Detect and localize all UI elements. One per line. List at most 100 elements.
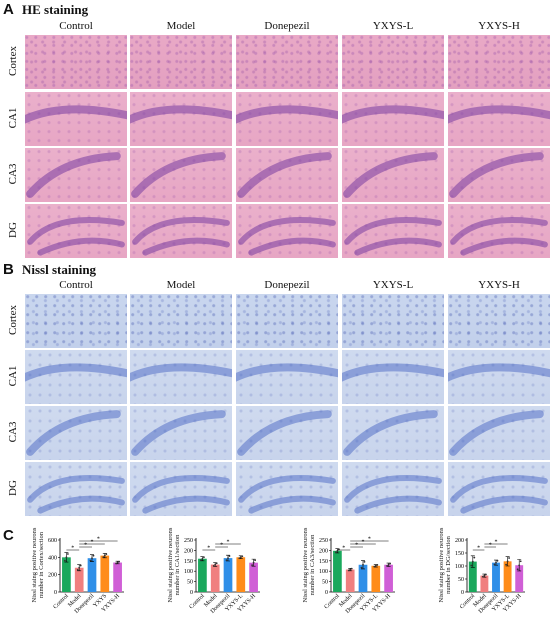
data-point [116,561,119,564]
significance-marker: * [97,537,100,543]
data-point [102,556,105,559]
data-point [241,555,244,558]
data-point [251,564,254,567]
he-micrograph [25,92,127,146]
data-point [485,573,487,576]
x-category-label: Control [53,593,70,610]
chart-y-axis-label: Nissl staing positive neurons number in … [31,527,45,603]
chart-y-axis-label: Nissl staing positive neurons number in … [438,527,452,603]
error-bar [238,555,243,560]
data-point [201,557,204,560]
nissl-column-label: YXYS-H [478,279,520,291]
significance-marker: * [227,540,230,546]
bar [503,561,512,592]
data-point [495,561,497,564]
nissl-micrograph [25,406,127,460]
y-tick-label: 200 [48,573,57,579]
error-bar [251,558,256,567]
significance-marker: * [342,546,345,552]
bar [468,561,477,592]
he-micrograph [236,92,338,146]
data-point [350,567,353,570]
x-category-label: Donepezil [210,593,232,615]
data-point [519,560,522,563]
x-category-label: Control [324,593,341,610]
nissl-micrograph [448,350,550,404]
x-category-label: YXYS-H [372,593,393,614]
nissl-micrograph [25,350,127,404]
error-bar [482,573,487,578]
chart-y-axis-label: Nissl staing positive neurons number in … [302,527,316,603]
data-point [505,563,507,566]
he-micrograph [236,148,338,202]
data-point [482,575,484,578]
y-tick-label: 0 [190,590,193,596]
y-tick-label: 150 [319,559,328,565]
data-point [506,560,509,563]
significance-marker: * [84,543,87,549]
he-micrograph [342,204,444,258]
y-tick-label: 400 [48,555,57,561]
x-category-label: Control [189,593,206,610]
y-tick-label: 200 [319,548,328,554]
bar [358,564,368,592]
y-tick-label: 200 [455,538,464,544]
x-category-label: Control [459,593,476,610]
error-bar [115,560,120,565]
error-bar [213,562,218,567]
he-micrograph [25,148,127,202]
bar [480,575,489,592]
bar [62,557,71,592]
chart-y-axis-label: Nissl staing positive neurons number in … [167,527,181,603]
he-micrograph [448,148,550,202]
he-column-label: YXYS-L [372,20,414,32]
data-point [78,566,81,569]
bar [100,555,110,592]
nissl-micrograph [448,406,550,460]
bar [333,550,342,592]
x-category-label: YXYS-L [224,593,244,613]
nissl-micrograph [342,350,444,404]
chart-axes [59,538,124,593]
chart-axes [330,538,395,593]
x-category-label: Model [203,593,219,609]
bar [384,564,393,592]
significance-marker: * [477,546,480,552]
y-tick-label: 250 [319,538,328,544]
data-point [483,574,486,577]
significance-marker: * [368,537,371,543]
data-point [389,562,391,565]
nissl-micrograph [25,462,127,516]
data-point [496,559,499,562]
he-micrograph [130,35,232,89]
data-point [200,559,202,562]
error-bar [77,564,82,572]
data-point [76,568,79,571]
data-point [67,553,69,555]
he-micrograph [342,148,444,202]
significance-marker: * [207,546,210,552]
data-point [91,557,93,560]
he-micrograph [448,92,550,146]
he-column-label: YXYS-H [478,20,520,32]
panel-title-nissl: Nissl staining [22,262,97,277]
bar [236,557,246,592]
panel-letter-a: A [3,1,14,18]
data-point [227,557,229,559]
he-micrograph [25,204,127,258]
he-micrograph [130,92,232,146]
panel-title-he: HE staining [22,2,89,17]
bar [371,565,381,592]
data-point [363,560,366,563]
y-tick-label: 150 [184,559,193,565]
nissl-micrograph [25,294,127,348]
y-tick-label: 50 [458,577,464,583]
y-tick-label: 50 [322,580,328,586]
data-point [105,553,108,555]
he-row-label: DG [7,222,19,238]
he-micrograph [25,35,127,89]
chart-axes [466,538,525,593]
significance-marker: * [91,540,94,546]
data-point [64,559,66,562]
nissl-micrograph [130,406,232,460]
